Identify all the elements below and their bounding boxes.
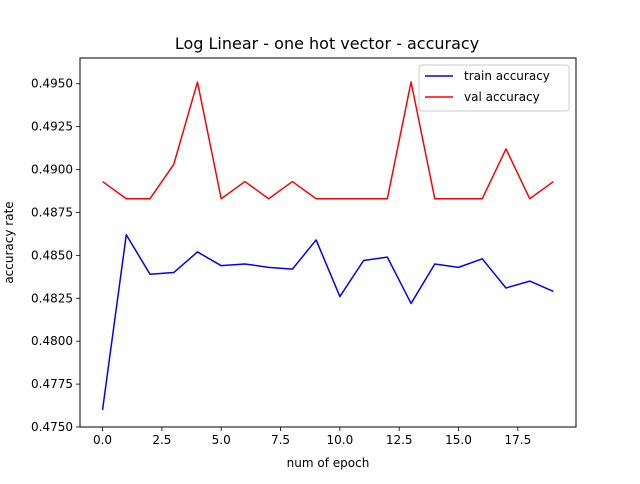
val-accuracy-line xyxy=(102,81,554,200)
y-tick-label: 0.4775 xyxy=(31,377,73,391)
legend-label: train accuracy xyxy=(464,69,550,83)
train-accuracy-line xyxy=(101,234,554,410)
y-tick-label: 0.4925 xyxy=(31,120,73,134)
x-axis: 0.0 2.5 5.0 7.5 10.0 12.5 15.0 17.5 xyxy=(93,427,531,447)
x-tick-label: 2.5 xyxy=(152,433,171,447)
x-tick-label: 7.5 xyxy=(271,433,290,447)
y-tick-label: 0.4875 xyxy=(31,205,73,219)
x-tick-label: 17.5 xyxy=(504,433,531,447)
legend: train accuracy val accuracy xyxy=(418,64,570,112)
y-tick-label: 0.4825 xyxy=(31,291,73,305)
y-axis-label: accuracy rate xyxy=(2,201,16,283)
y-tick-label: 0.4950 xyxy=(31,77,73,91)
y-tick-label: 0.4850 xyxy=(31,248,73,262)
y-tick-label: 0.4750 xyxy=(31,420,73,434)
y-tick-label: 0.4900 xyxy=(31,163,73,177)
x-tick-label: 10.0 xyxy=(327,433,354,447)
x-tick-label: 12.5 xyxy=(386,433,413,447)
legend-box xyxy=(418,64,570,112)
x-tick-label: 15.0 xyxy=(445,433,472,447)
x-tick-label: 5.0 xyxy=(212,433,231,447)
y-tick-label: 0.4800 xyxy=(31,334,73,348)
x-axis-label: num of epoch xyxy=(287,456,370,470)
series-layer xyxy=(101,81,554,410)
x-tick-label: 0.0 xyxy=(93,433,112,447)
y-axis: 0.4750 0.4775 0.4800 0.4825 0.4850 0.4875 0.49… xyxy=(31,77,80,434)
chart-title: Log Linear - one hot vector - accuracy xyxy=(175,34,479,53)
plot-frame xyxy=(79,57,577,428)
legend-label: val accuracy xyxy=(464,90,540,104)
